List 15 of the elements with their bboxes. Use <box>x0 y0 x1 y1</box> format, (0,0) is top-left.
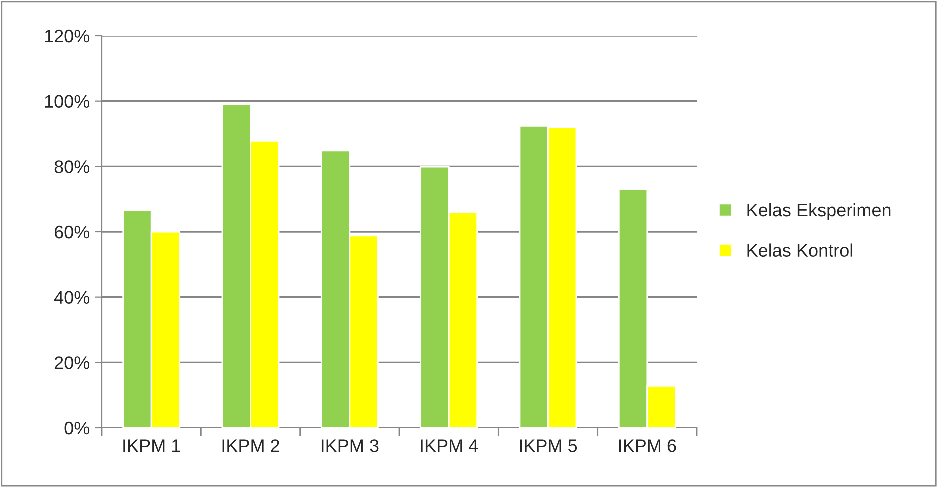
x-tick-label: IKPM 4 <box>421 440 478 452</box>
x-tick-label: IKPM 5 <box>520 440 578 452</box>
x-tick-label: IKPM 2 <box>222 440 280 452</box>
y-tick-label: 80% <box>54 160 90 174</box>
y-tick-label: 0% <box>64 422 90 435</box>
x-tick-label: IKPM 6 <box>619 440 676 452</box>
y-tick-label: 20% <box>54 356 90 370</box>
x-tick-label: IKPM 3 <box>322 440 379 452</box>
x-tick-label: IKPM 1 <box>124 440 180 452</box>
y-tick-label: 100% <box>45 95 90 108</box>
legend-label: Kelas Eksperimen <box>748 203 891 220</box>
y-tick-label: 60% <box>54 226 90 239</box>
y-tick-label: 120% <box>45 30 90 43</box>
legend-label: Kelas Kontrol <box>748 244 852 257</box>
y-tick-label: 40% <box>54 291 90 304</box>
